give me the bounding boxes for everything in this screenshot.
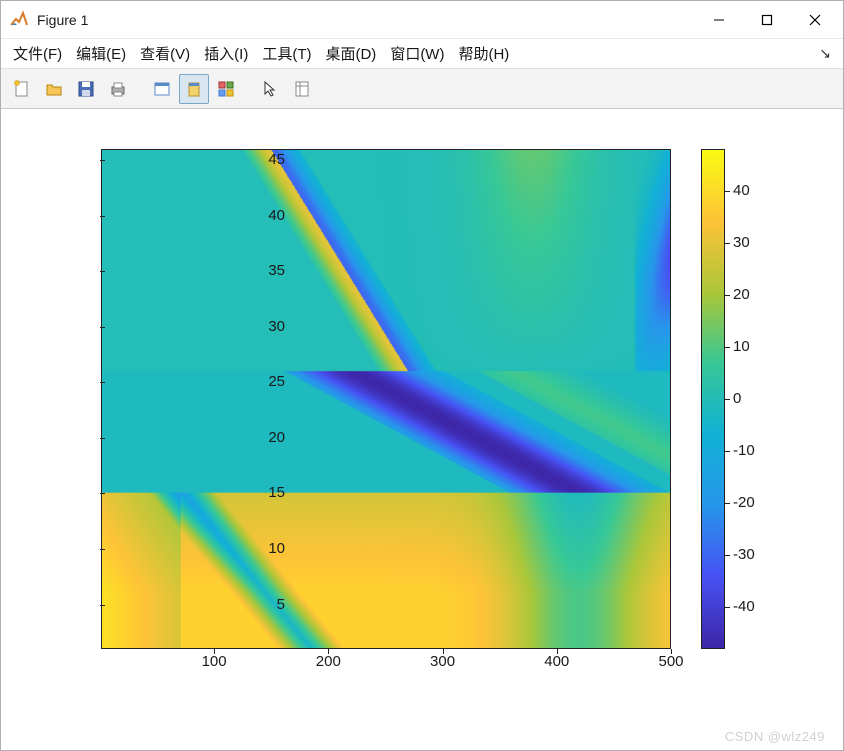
ytick-label: 10: [245, 540, 285, 557]
colorbar-tick-label: -30: [733, 546, 773, 563]
colorbar-tick-label: 40: [733, 182, 773, 199]
colorbar-tick-label: 10: [733, 338, 773, 355]
close-button[interactable]: [791, 2, 839, 38]
titlebar: Figure 1: [1, 1, 843, 39]
menu-desktop[interactable]: 桌面(D): [325, 43, 376, 64]
open-icon[interactable]: [39, 74, 69, 104]
colorbar-tick-label: -40: [733, 598, 773, 615]
ytick-label: 5: [245, 596, 285, 613]
datacursor-icon[interactable]: [211, 74, 241, 104]
ytick-label: 20: [245, 429, 285, 446]
xtick-label: 200: [308, 653, 348, 670]
xtick-label: 100: [194, 653, 234, 670]
minimize-button[interactable]: [695, 2, 743, 38]
figure-window: Figure 1 文件(F) 编辑(E) 查看(V) 插入(I) 工具(T) 桌…: [0, 0, 844, 751]
menu-file[interactable]: 文件(F): [13, 43, 62, 64]
colorbar[interactable]: [701, 149, 725, 649]
ytick-label: 15: [245, 484, 285, 501]
colorbar-tick-label: 30: [733, 234, 773, 251]
colorbar-tick-label: -20: [733, 494, 773, 511]
ytick-label: 45: [245, 151, 285, 168]
maximize-button[interactable]: [743, 2, 791, 38]
menu-tools[interactable]: 工具(T): [262, 43, 311, 64]
colorbar-tick-label: 20: [733, 286, 773, 303]
pointer-icon[interactable]: [255, 74, 285, 104]
ytick-label: 40: [245, 207, 285, 224]
heatmap-axes[interactable]: [101, 149, 671, 649]
xtick-label: 400: [537, 653, 577, 670]
xtick-label: 300: [423, 653, 463, 670]
axes-container: 51015202530354045100200300400500-40-30-2…: [53, 149, 813, 709]
figure-canvas-area: 51015202530354045100200300400500-40-30-2…: [1, 109, 843, 750]
matlab-icon: [9, 10, 29, 30]
window-title: Figure 1: [37, 12, 88, 28]
menu-insert[interactable]: 插入(I): [204, 43, 248, 64]
insert-icon[interactable]: [287, 74, 317, 104]
menu-edit[interactable]: 编辑(E): [76, 43, 126, 64]
save-icon[interactable]: [71, 74, 101, 104]
ytick-label: 30: [245, 318, 285, 335]
colorbar-tick-label: 0: [733, 390, 773, 407]
ytick-label: 25: [245, 373, 285, 390]
print-icon[interactable]: [103, 74, 133, 104]
colorbar-tick-label: -10: [733, 442, 773, 459]
menu-help[interactable]: 帮助(H): [458, 43, 509, 64]
xtick-label: 500: [651, 653, 691, 670]
watermark-text: CSDN @wlz249: [725, 729, 825, 744]
menu-window[interactable]: 窗口(W): [390, 43, 444, 64]
menu-view[interactable]: 查看(V): [140, 43, 190, 64]
menubar: 文件(F) 编辑(E) 查看(V) 插入(I) 工具(T) 桌面(D) 窗口(W…: [1, 39, 843, 69]
menu-overflow-icon[interactable]: ↘: [819, 45, 831, 62]
link-icon[interactable]: [147, 74, 177, 104]
ytick-label: 35: [245, 262, 285, 279]
toolbar: [1, 69, 843, 109]
new-icon[interactable]: [7, 74, 37, 104]
rotate3d-icon[interactable]: [179, 74, 209, 104]
